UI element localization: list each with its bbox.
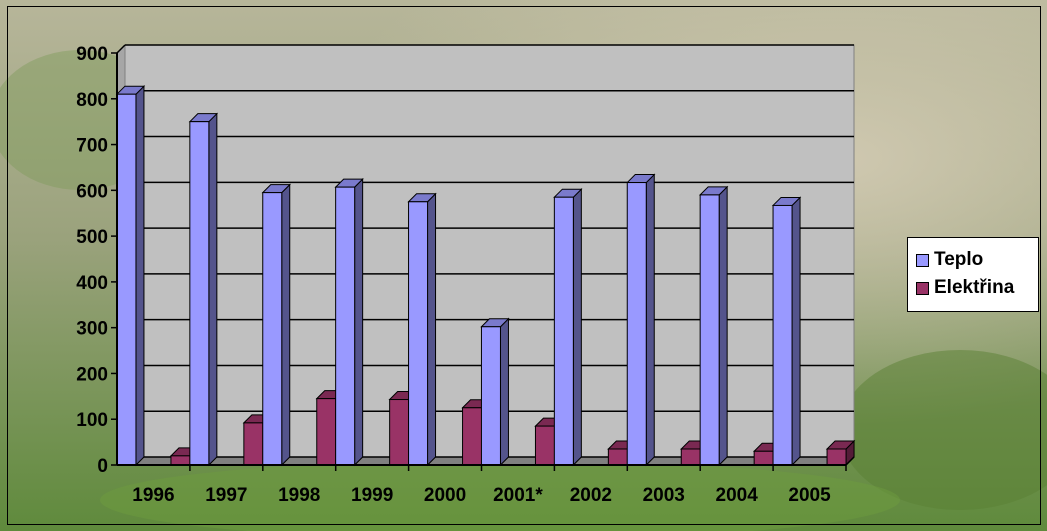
bar-teplo xyxy=(261,183,291,467)
x-tick-label: 2001* xyxy=(493,485,543,506)
chart-legend: Teplo Elektřina xyxy=(907,237,1039,312)
bar-teplo xyxy=(334,177,364,467)
y-tick-label: 900 xyxy=(76,44,108,65)
x-tick-label: 1996 xyxy=(132,485,174,506)
y-tick-label: 800 xyxy=(76,90,108,111)
x-tick-label: 1999 xyxy=(351,485,393,506)
legend-item-elektrina: Elektřina xyxy=(916,274,1032,302)
bar-teplo xyxy=(771,196,802,467)
x-tick-label: 1997 xyxy=(205,485,247,506)
x-tick-label: 2004 xyxy=(716,485,759,506)
y-tick-label: 600 xyxy=(76,181,108,202)
y-tick-label: 0 xyxy=(97,456,108,477)
legend-swatch-teplo xyxy=(916,253,929,267)
x-tick-label: 2002 xyxy=(570,485,612,506)
bar-teplo xyxy=(480,317,510,467)
legend-swatch-elektrina xyxy=(916,281,929,295)
chart-frame xyxy=(7,6,1041,525)
y-tick-label: 700 xyxy=(76,136,108,157)
bar-teplo xyxy=(188,112,219,467)
x-tick-label: 2000 xyxy=(424,485,466,506)
x-axis-end xyxy=(845,456,855,466)
bar-teplo xyxy=(407,192,437,467)
bar-teplo xyxy=(698,185,729,467)
legend-item-teplo: Teplo xyxy=(916,246,1032,274)
bar-teplo xyxy=(115,84,146,467)
legend-label-teplo: Teplo xyxy=(934,249,984,270)
bar-teplo xyxy=(553,187,583,467)
gridline-diag xyxy=(116,44,126,54)
legend-label-elektrina: Elektřina xyxy=(934,277,1015,298)
x-tick-label: 2003 xyxy=(643,485,685,506)
x-tick-label: 2005 xyxy=(788,485,831,506)
y-tick-label: 300 xyxy=(76,319,108,340)
x-tick-label: 1998 xyxy=(278,485,320,506)
y-tick-label: 100 xyxy=(76,410,108,431)
y-tick-label: 200 xyxy=(76,364,108,385)
y-tick-label: 500 xyxy=(76,227,108,248)
bar-teplo xyxy=(626,173,656,467)
y-tick-label: 400 xyxy=(76,273,108,294)
